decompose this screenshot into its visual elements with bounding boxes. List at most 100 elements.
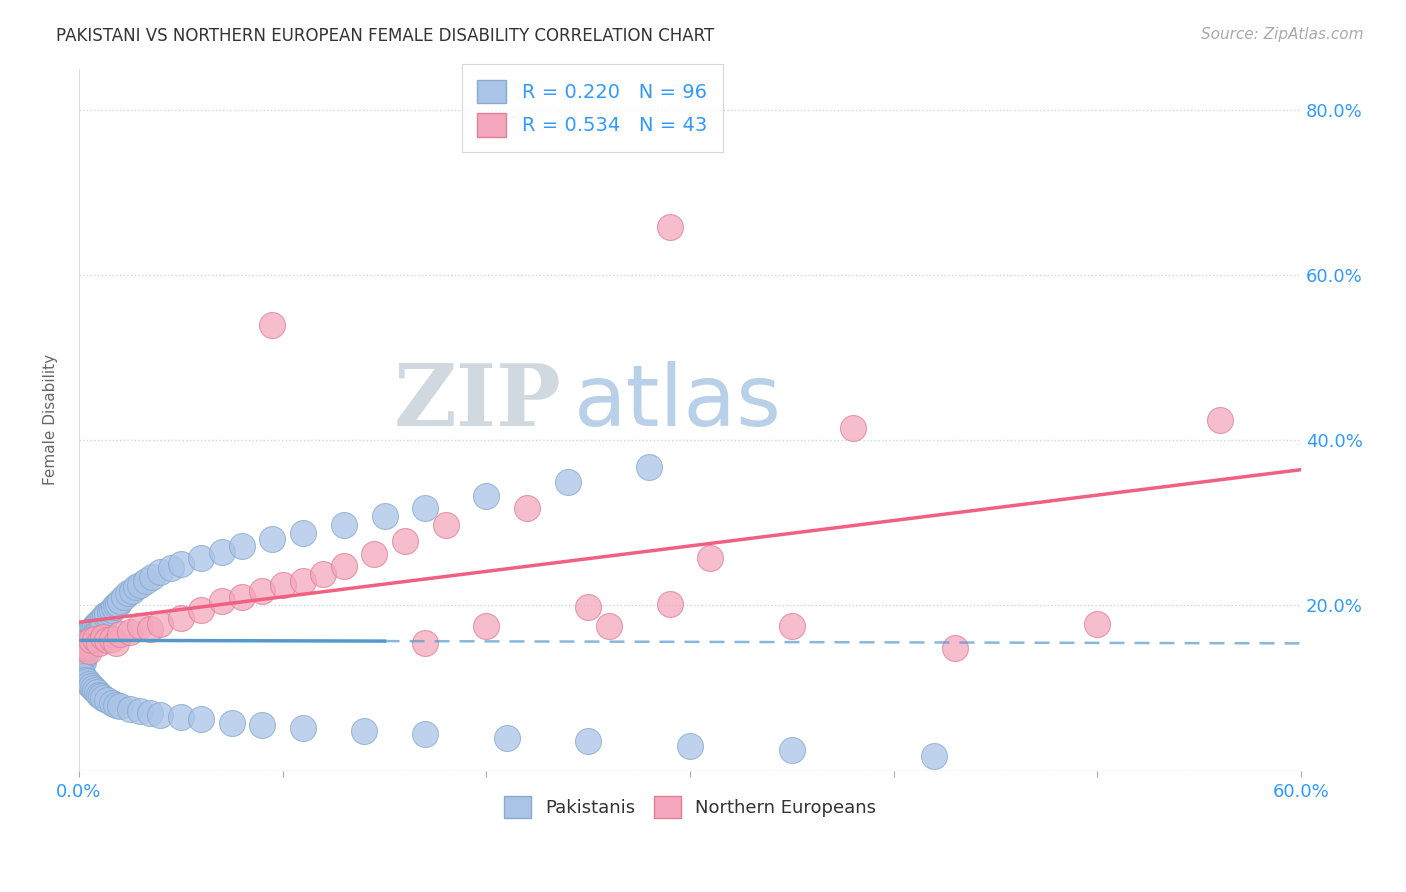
Point bbox=[100, 602, 122, 616]
Point bbox=[312, 567, 335, 582]
Point bbox=[363, 547, 385, 561]
Point bbox=[118, 624, 141, 639]
Point bbox=[90, 613, 112, 627]
Point bbox=[93, 611, 115, 625]
Point bbox=[76, 674, 98, 689]
Point bbox=[84, 682, 107, 697]
Text: atlas: atlas bbox=[574, 360, 782, 443]
Point bbox=[108, 627, 131, 641]
Point bbox=[252, 583, 274, 598]
Point bbox=[231, 591, 253, 605]
Point bbox=[108, 594, 131, 608]
Point bbox=[84, 632, 107, 646]
Point bbox=[75, 630, 97, 644]
Point bbox=[170, 557, 193, 571]
Point bbox=[112, 591, 135, 605]
Point bbox=[75, 641, 97, 656]
Point bbox=[82, 628, 104, 642]
Point bbox=[72, 640, 94, 654]
Point bbox=[76, 627, 98, 641]
Point bbox=[70, 657, 93, 672]
Point bbox=[89, 624, 111, 638]
Point bbox=[72, 649, 94, 664]
Point bbox=[262, 318, 284, 332]
Point bbox=[557, 475, 579, 489]
Point bbox=[104, 599, 127, 613]
Point bbox=[413, 635, 436, 649]
Point bbox=[149, 566, 172, 580]
Point bbox=[86, 616, 108, 631]
Point bbox=[89, 615, 111, 629]
Point bbox=[82, 622, 104, 636]
Point bbox=[1087, 616, 1109, 631]
Point bbox=[70, 635, 93, 649]
Point bbox=[658, 220, 681, 235]
Point bbox=[332, 558, 354, 573]
Point bbox=[598, 619, 620, 633]
Point bbox=[1208, 412, 1230, 426]
Point bbox=[93, 630, 115, 644]
Point bbox=[80, 630, 103, 644]
Point bbox=[96, 607, 118, 621]
Point bbox=[93, 691, 115, 706]
Point bbox=[80, 636, 103, 650]
Point bbox=[75, 635, 97, 649]
Point bbox=[139, 706, 162, 720]
Point bbox=[271, 578, 294, 592]
Point bbox=[96, 693, 118, 707]
Point bbox=[190, 602, 212, 616]
Point bbox=[76, 641, 98, 656]
Point bbox=[576, 600, 599, 615]
Point bbox=[252, 718, 274, 732]
Point bbox=[72, 638, 94, 652]
Text: ZIP: ZIP bbox=[394, 360, 562, 444]
Point bbox=[80, 633, 103, 648]
Point bbox=[129, 578, 152, 592]
Point bbox=[89, 635, 111, 649]
Point bbox=[159, 561, 181, 575]
Point bbox=[80, 680, 103, 694]
Point bbox=[141, 569, 163, 583]
Point bbox=[103, 600, 125, 615]
Legend: Pakistanis, Northern Europeans: Pakistanis, Northern Europeans bbox=[496, 789, 883, 825]
Point bbox=[108, 699, 131, 714]
Point bbox=[72, 669, 94, 683]
Point bbox=[125, 580, 148, 594]
Point bbox=[638, 459, 661, 474]
Text: Source: ZipAtlas.com: Source: ZipAtlas.com bbox=[1201, 27, 1364, 42]
Point bbox=[170, 710, 193, 724]
Point bbox=[211, 545, 233, 559]
Point bbox=[70, 646, 93, 660]
Point bbox=[190, 713, 212, 727]
Point bbox=[94, 608, 117, 623]
Text: PAKISTANI VS NORTHERN EUROPEAN FEMALE DISABILITY CORRELATION CHART: PAKISTANI VS NORTHERN EUROPEAN FEMALE DI… bbox=[56, 27, 714, 45]
Point bbox=[80, 624, 103, 638]
Point bbox=[107, 597, 129, 611]
Point bbox=[292, 574, 315, 588]
Point bbox=[104, 698, 127, 712]
Point bbox=[149, 616, 172, 631]
Point bbox=[413, 727, 436, 741]
Point bbox=[86, 624, 108, 639]
Point bbox=[84, 627, 107, 641]
Point bbox=[699, 550, 721, 565]
Point bbox=[75, 635, 97, 649]
Point bbox=[780, 743, 803, 757]
Point bbox=[70, 652, 93, 666]
Point bbox=[658, 597, 681, 611]
Point bbox=[77, 644, 100, 658]
Point bbox=[413, 501, 436, 516]
Y-axis label: Female Disability: Female Disability bbox=[44, 354, 58, 485]
Point bbox=[190, 550, 212, 565]
Point bbox=[77, 677, 100, 691]
Point bbox=[70, 665, 93, 679]
Point bbox=[121, 583, 143, 598]
Point bbox=[90, 622, 112, 636]
Point bbox=[135, 574, 157, 588]
Point bbox=[434, 517, 457, 532]
Point bbox=[924, 748, 946, 763]
Point bbox=[943, 641, 966, 656]
Point bbox=[117, 586, 139, 600]
Point bbox=[93, 619, 115, 633]
Point bbox=[70, 641, 93, 656]
